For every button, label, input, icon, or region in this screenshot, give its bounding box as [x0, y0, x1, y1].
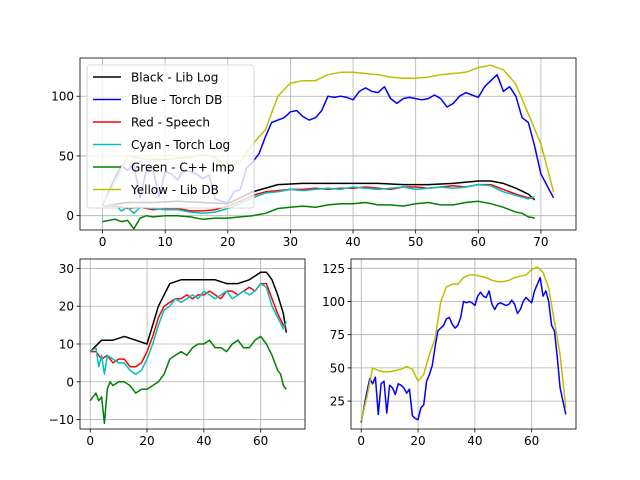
- x-tick-label-2: 40: [467, 434, 482, 448]
- legend-label-black: Black - Lib Log: [131, 71, 218, 85]
- x-tick-label-3: 30: [283, 235, 298, 249]
- legend-label-yellow: Yellow - Lib DB: [130, 183, 219, 197]
- legend-label-red: Red - Speech: [131, 116, 210, 130]
- y-tick-label-4: 30: [59, 262, 74, 276]
- bottom-left-chart: 0 20 40 60 −10 0 10 20 30: [49, 258, 306, 448]
- legend-label-cyan: Cyan - Torch Log: [131, 138, 230, 152]
- y-tick-label-1: 50: [330, 361, 345, 375]
- x-tick-label-0: 0: [357, 434, 365, 448]
- y-tick-label-2: 75: [330, 328, 345, 342]
- series-line-black: [89, 271, 288, 353]
- legend: Black - Lib Log Blue - Torch DB Red - Spee…: [86, 64, 255, 209]
- x-tick-label-1: 10: [158, 235, 173, 249]
- y-tick-label-0: 25: [330, 395, 345, 409]
- series-line-cyan: [102, 183, 535, 215]
- axes-frame: [79, 57, 577, 231]
- x-tick-label-6: 60: [471, 235, 486, 249]
- y-tick-label-1: 50: [59, 149, 74, 163]
- x-tick-label-1: 20: [410, 434, 425, 448]
- x-tick-label-2: 20: [220, 235, 235, 249]
- x-tick-label-1: 20: [139, 434, 154, 448]
- x-tick-label-3: 60: [524, 434, 539, 448]
- x-tick-label-4: 40: [345, 235, 360, 249]
- x-tick-label-0: 0: [86, 434, 94, 448]
- y-tick-label-2: 10: [59, 338, 74, 352]
- legend-label-blue: Blue - Torch DB: [131, 93, 222, 107]
- series-line-green: [89, 335, 287, 425]
- y-tick-label-2: 100: [51, 90, 74, 104]
- x-tick-label-5: 50: [408, 235, 423, 249]
- series-line-cyan: [89, 282, 288, 375]
- y-tick-label-0: −10: [49, 413, 74, 427]
- series-line-blue: [360, 276, 567, 423]
- series-line-yellow: [360, 266, 567, 422]
- x-tick-label-0: 0: [99, 235, 107, 249]
- x-tick-label-7: 70: [533, 235, 548, 249]
- axes-frame: [350, 258, 577, 430]
- top-chart: 0 10 20 30 40 50 60 70 0 50 100 Black - Lib Log Blue…: [51, 57, 577, 249]
- series-line-green: [102, 200, 535, 230]
- legend-label-green: Green - C++ Imp: [131, 161, 234, 175]
- y-tick-label-0: 0: [66, 209, 74, 223]
- legend-box: [86, 64, 255, 209]
- bottom-right-chart: 0 20 40 60 25 50 75 100 125: [322, 258, 577, 448]
- y-tick-label-3: 100: [322, 295, 345, 309]
- x-tick-label-2: 40: [196, 434, 211, 448]
- y-tick-label-3: 20: [59, 300, 74, 314]
- y-tick-label-4: 125: [322, 262, 345, 276]
- x-tick-label-3: 60: [253, 434, 268, 448]
- y-tick-label-1: 0: [66, 375, 74, 389]
